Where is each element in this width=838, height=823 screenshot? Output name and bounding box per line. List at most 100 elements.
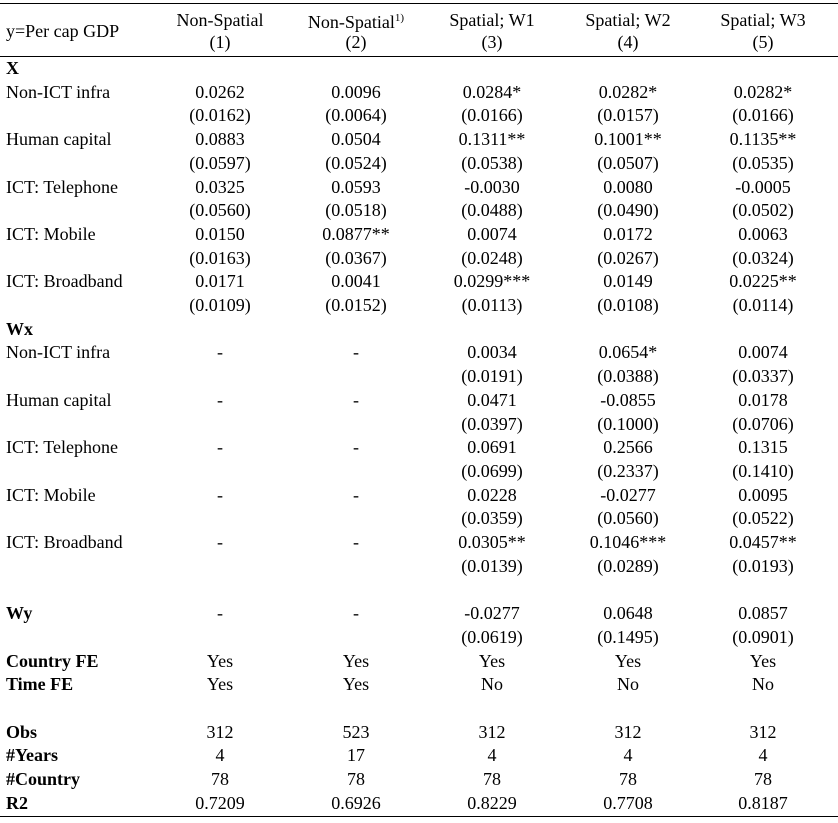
std-error: (0.0166) xyxy=(461,105,523,126)
std-error: (0.0248) xyxy=(461,247,523,268)
std-error: (0.0109) xyxy=(189,295,251,315)
coefficient: - xyxy=(217,603,223,624)
row-label: #Years xyxy=(6,745,58,766)
coefficient: 0.0150 xyxy=(195,223,245,244)
coefficient: Yes xyxy=(342,674,370,695)
coefficient: 0.0457** xyxy=(729,532,797,552)
std-error: (0.0324) xyxy=(732,247,794,268)
coefficient: 4 xyxy=(758,745,768,766)
std-error: (0.0538) xyxy=(461,152,523,173)
column-title: Non-Spatial1) xyxy=(307,12,405,32)
row-label: Country FE xyxy=(6,650,99,671)
coefficient: 4 xyxy=(623,745,633,766)
std-error: (0.0162) xyxy=(189,105,251,126)
coefficient: 0.0282* xyxy=(733,81,793,102)
row-label: Human capital xyxy=(6,389,112,410)
coefficient: 0.0691 xyxy=(467,437,517,458)
coefficient: 0.6926 xyxy=(331,792,381,813)
std-error: (0.0488) xyxy=(461,200,523,221)
coefficient: 0.8229 xyxy=(467,792,517,813)
std-error: (0.0535) xyxy=(732,152,794,173)
coefficient: 0.1315 xyxy=(738,437,788,458)
coefficient: 78 xyxy=(211,769,229,789)
column-title: Non-Spatial xyxy=(176,10,264,30)
coefficient: 78 xyxy=(347,769,365,789)
std-error: (0.0597) xyxy=(189,152,251,173)
coefficient: 0.7708 xyxy=(603,792,653,813)
row-label: ICT: Mobile xyxy=(6,223,96,244)
section-title: Wx xyxy=(6,318,33,339)
row-label: ICT: Broadband xyxy=(6,271,123,292)
column-number: (4) xyxy=(617,32,639,52)
coefficient: 0.0074 xyxy=(738,342,788,363)
stub-header: y=Per cap GDP xyxy=(6,21,120,41)
coefficient: 0.8187 xyxy=(738,792,788,813)
coefficient: 312 xyxy=(749,721,777,742)
coefficient: 78 xyxy=(619,769,637,789)
row-label: Obs xyxy=(6,721,38,742)
header-rule xyxy=(0,56,838,57)
std-error: (0.0114) xyxy=(732,295,794,315)
coefficient: - xyxy=(353,532,359,552)
coefficient: 0.0325 xyxy=(195,176,245,197)
coefficient: 0.0299*** xyxy=(453,271,531,292)
std-error: (0.0560) xyxy=(189,200,251,221)
std-error: (0.0139) xyxy=(461,555,523,576)
std-error: (0.0337) xyxy=(732,366,794,387)
coefficient: 0.2566 xyxy=(603,437,653,458)
coefficient: -0.0855 xyxy=(600,389,656,410)
std-error: (0.0289) xyxy=(597,555,659,576)
bottom-rule xyxy=(0,816,838,817)
top-rule xyxy=(0,3,838,4)
std-error: (0.0699) xyxy=(461,460,523,481)
coefficient: -0.0030 xyxy=(464,176,520,197)
column-number: (2) xyxy=(345,32,367,52)
coefficient: - xyxy=(353,437,359,458)
coefficient: 0.0593 xyxy=(331,176,381,197)
coefficient: 0.0178 xyxy=(738,389,788,410)
coefficient: 0.0228 xyxy=(467,484,517,505)
coefficient: 0.0504 xyxy=(331,129,381,150)
std-error: (0.0163) xyxy=(189,247,251,268)
coefficient: 0.0471 xyxy=(467,389,517,410)
std-error: (0.0166) xyxy=(732,105,794,126)
coefficient: 0.0041 xyxy=(331,271,381,292)
coefficient: Yes xyxy=(206,650,234,671)
column-title: Spatial; W3 xyxy=(720,10,806,30)
section-title: X xyxy=(6,58,19,78)
std-error: (0.0518) xyxy=(325,200,387,221)
std-error: (0.2337) xyxy=(597,460,659,481)
coefficient: 523 xyxy=(342,721,370,742)
std-error: (0.0367) xyxy=(325,247,387,268)
std-error: (0.0108) xyxy=(597,295,659,315)
std-error: (0.0502) xyxy=(732,200,794,221)
row-label: ICT: Telephone xyxy=(6,176,118,197)
std-error: (0.1410) xyxy=(732,460,794,481)
coefficient: 0.0648 xyxy=(603,603,653,624)
coefficient: -0.0005 xyxy=(735,176,791,197)
row-label: Human capital xyxy=(6,129,112,150)
column-title: Spatial; W1 xyxy=(449,10,535,30)
coefficient: 0.0857 xyxy=(738,603,788,624)
row-label: #Country xyxy=(6,769,81,789)
column-number: (1) xyxy=(209,32,231,52)
column-number: (5) xyxy=(752,32,774,52)
coefficient: 0.7209 xyxy=(195,792,245,813)
coefficient: 0.1046*** xyxy=(589,532,667,552)
std-error: (0.0507) xyxy=(597,152,659,173)
coefficient: 312 xyxy=(206,721,234,742)
row-label: ICT: Broadband xyxy=(6,532,123,552)
coefficient: 0.0149 xyxy=(603,271,653,292)
coefficient: 0.0654* xyxy=(598,342,658,363)
row-label: R2 xyxy=(6,792,28,813)
coefficient: 0.0282* xyxy=(598,81,658,102)
coefficient: 78 xyxy=(483,769,501,789)
coefficient: 0.0883 xyxy=(195,129,245,150)
coefficient: - xyxy=(217,532,223,552)
coefficient: Yes xyxy=(342,650,370,671)
coefficient: Yes xyxy=(614,650,642,671)
coefficient: - xyxy=(353,603,359,624)
std-error: (0.1000) xyxy=(597,413,659,434)
coefficient: 4 xyxy=(215,745,225,766)
std-error: (0.0901) xyxy=(732,626,794,647)
